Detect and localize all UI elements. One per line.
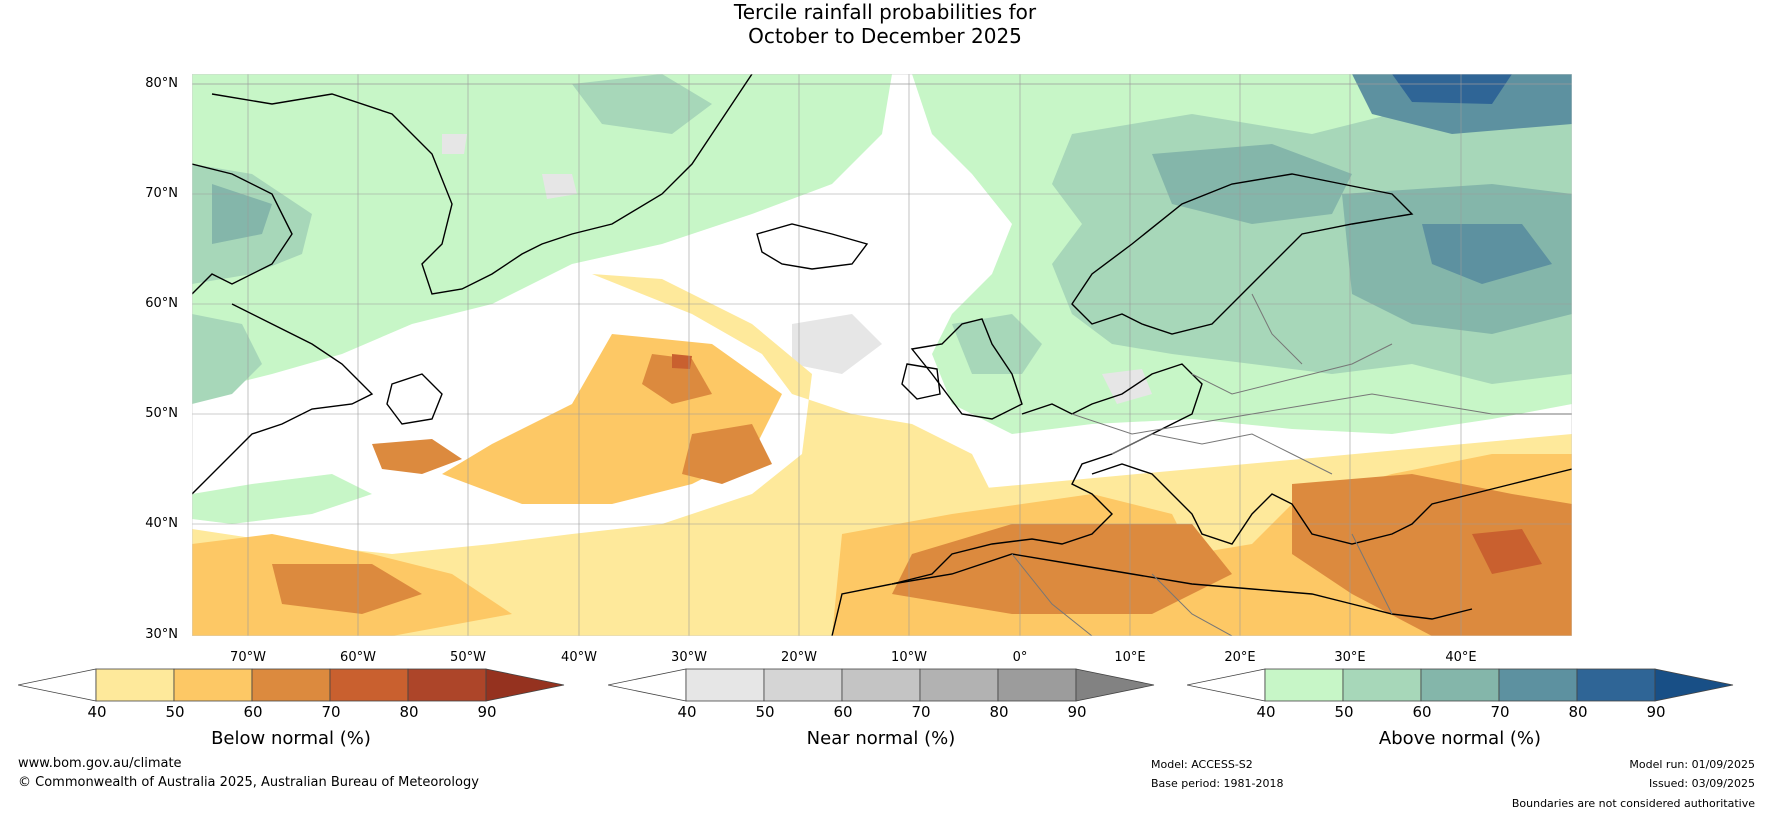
scandinavia-coast — [1071, 173, 1414, 335]
tick-label: 70 — [321, 703, 341, 721]
tick-label: 50 — [165, 703, 185, 721]
tick-label: 40 — [1256, 703, 1276, 721]
colorbar-near — [608, 668, 1155, 702]
coastlines — [192, 74, 1572, 636]
tick-label: 60 — [243, 703, 263, 721]
tick-label: 90 — [1646, 703, 1666, 721]
tick-label: 60 — [1412, 703, 1432, 721]
colorbar-segment — [919, 668, 999, 702]
graticule — [192, 74, 1572, 636]
lat-label: 60°N — [145, 296, 178, 311]
lon-label: 30°W — [671, 650, 707, 665]
chart-title: Tercile rainfall probabilities for Octob… — [0, 0, 1770, 48]
greenland-coast — [211, 74, 753, 295]
below-normal-layer — [192, 274, 1572, 636]
colorbar-over-triangle — [1654, 668, 1734, 702]
country-borders — [1011, 293, 1572, 636]
ireland-coast — [901, 363, 941, 400]
base-period-text: Base period: 1981-2018 — [1151, 777, 1284, 790]
lat-label: 30°N — [145, 627, 178, 642]
lon-label: 50°W — [450, 650, 486, 665]
colorbar-segment — [997, 668, 1077, 702]
colorbar-segment — [1420, 668, 1500, 702]
disclaimer-text: Boundaries are not considered authoritat… — [1511, 797, 1755, 810]
above-normal-layer — [192, 74, 1572, 529]
issued-text: Issued: 03/09/2025 — [1648, 777, 1755, 790]
colorbar-under-triangle — [1187, 668, 1266, 702]
mediterranean-coast — [1091, 463, 1572, 545]
rainfall-map — [192, 74, 1572, 636]
colorbar-segment — [841, 668, 921, 702]
lon-label: 30°E — [1334, 650, 1366, 665]
lon-label: 40°W — [561, 650, 597, 665]
lon-label: 0° — [1012, 650, 1028, 665]
tick-label: 80 — [989, 703, 1009, 721]
tick-label: 80 — [1568, 703, 1588, 721]
africa-coast — [891, 553, 1473, 620]
lon-label: 20°W — [781, 650, 817, 665]
tick-label: 60 — [833, 703, 853, 721]
website-link[interactable]: www.bom.gov.au/climate — [18, 756, 182, 771]
tick-label: 50 — [755, 703, 775, 721]
tick-label: 40 — [677, 703, 697, 721]
colorbar-under-triangle — [18, 668, 97, 702]
colorbar-segment — [173, 668, 253, 702]
newfoundland-coast — [386, 373, 443, 425]
tick-label: 90 — [477, 703, 497, 721]
colorbar-segment — [251, 668, 331, 702]
colorbar-above — [1187, 668, 1734, 702]
colorbar-below — [18, 668, 565, 702]
colorbar-segment — [1342, 668, 1422, 702]
colorbar-near-label: Near normal (%) — [806, 728, 956, 749]
colorbar-segment — [763, 668, 843, 702]
colorbar-above-label: Above normal (%) — [1378, 728, 1542, 749]
title-line-2: October to December 2025 — [748, 24, 1022, 48]
colorbar-segment — [407, 668, 487, 702]
colorbar-segment — [95, 668, 175, 702]
model-text: Model: ACCESS-S2 — [1151, 758, 1253, 771]
tick-label: 70 — [911, 703, 931, 721]
lon-label: 70°W — [230, 650, 266, 665]
colorbar-under-triangle — [608, 668, 687, 702]
baffin-coast — [192, 163, 293, 295]
colorbar-segment — [1576, 668, 1656, 702]
copyright-text: © Commonwealth of Australia 2025, Austra… — [18, 775, 479, 790]
lon-label: 10°W — [891, 650, 927, 665]
lon-label: 60°W — [340, 650, 376, 665]
british-isles-coast — [910, 318, 1023, 420]
tick-label: 80 — [399, 703, 419, 721]
tick-label: 90 — [1067, 703, 1087, 721]
colorbar-over-triangle — [1075, 668, 1155, 702]
model-run-text: Model run: 01/09/2025 — [1629, 758, 1755, 771]
tick-label: 50 — [1334, 703, 1354, 721]
colorbar-segment — [685, 668, 765, 702]
colorbar-below-label: Below normal (%) — [211, 728, 371, 749]
lon-label: 10°E — [1114, 650, 1146, 665]
lon-label: 20°E — [1224, 650, 1256, 665]
lat-label: 50°N — [145, 406, 178, 421]
colorbar-segment — [329, 668, 409, 702]
europe-coast — [831, 363, 1203, 636]
title-line-1: Tercile rainfall probabilities for — [733, 0, 1037, 24]
tick-label: 40 — [87, 703, 107, 721]
colorbar-over-triangle — [485, 668, 565, 702]
iceland-coast — [756, 223, 869, 270]
colorbar-segment — [1498, 668, 1578, 702]
lat-label: 70°N — [145, 186, 178, 201]
lat-label: 40°N — [145, 516, 178, 531]
lon-label: 40°E — [1445, 650, 1477, 665]
colorbar-segment — [1264, 668, 1344, 702]
tick-label: 70 — [1490, 703, 1510, 721]
labrador-coast — [192, 303, 374, 495]
lat-label: 80°N — [145, 76, 178, 91]
